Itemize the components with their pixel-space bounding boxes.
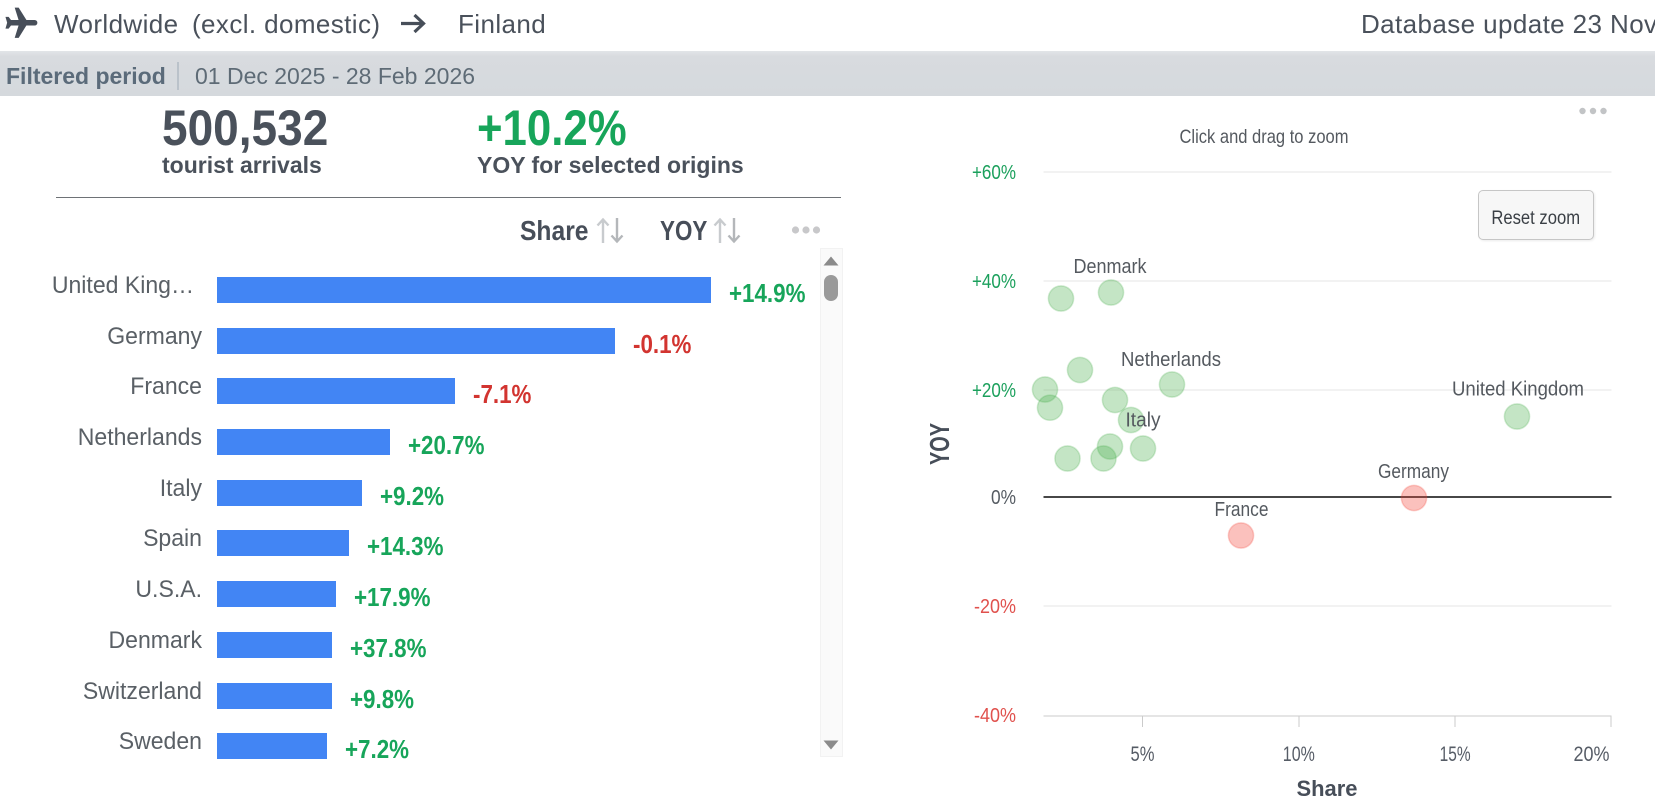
svg-text:Share: Share xyxy=(1297,776,1358,799)
svg-text:5%: 5% xyxy=(1131,743,1155,766)
svg-text:Italy: Italy xyxy=(1126,410,1161,432)
svg-text:10%: 10% xyxy=(1283,743,1315,766)
svg-text:+20%: +20% xyxy=(972,380,1016,402)
svg-text:Click and drag to zoom: Click and drag to zoom xyxy=(1180,126,1349,148)
svg-text:+40%: +40% xyxy=(972,271,1016,293)
svg-text:Denmark: Denmark xyxy=(1074,256,1148,278)
svg-text:-20%: -20% xyxy=(974,596,1016,618)
svg-text:+60%: +60% xyxy=(972,162,1016,184)
svg-text:France: France xyxy=(1215,499,1269,521)
svg-text:15%: 15% xyxy=(1440,743,1471,766)
svg-text:Germany: Germany xyxy=(1378,461,1449,483)
svg-text:United Kingdom: United Kingdom xyxy=(1452,379,1584,401)
svg-text:20%: 20% xyxy=(1574,743,1610,766)
svg-text:Netherlands: Netherlands xyxy=(1121,349,1221,371)
svg-text:-40%: -40% xyxy=(974,705,1016,727)
svg-text:YOY: YOY xyxy=(924,423,955,465)
svg-text:0%: 0% xyxy=(991,487,1016,509)
